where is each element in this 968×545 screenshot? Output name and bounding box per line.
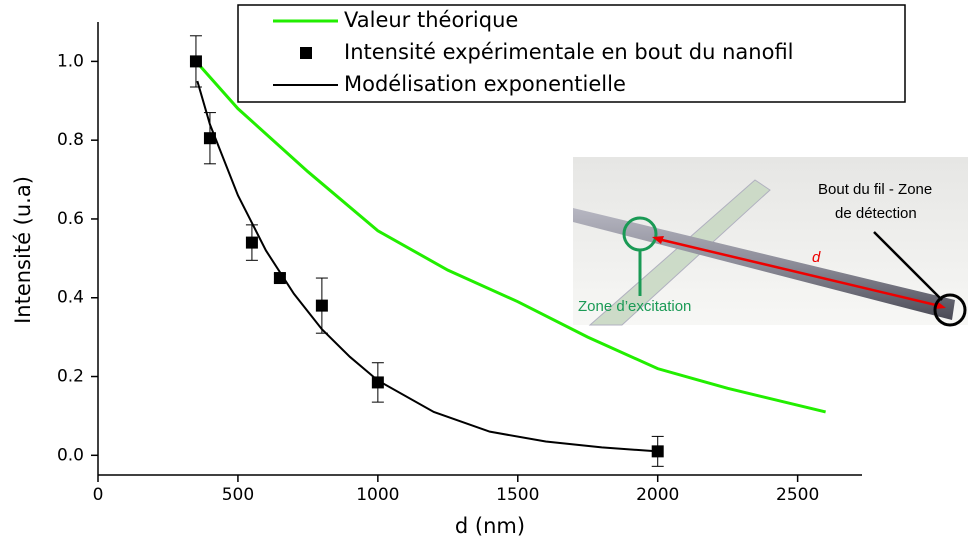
detection-circle [933,293,967,327]
x-axis-title: d (nm) [455,514,525,538]
y-tick-label: 0.8 [57,130,84,150]
x-tick-label: 2500 [776,485,819,505]
detection-label: de détection [835,205,917,222]
y-tick-label: 0.2 [57,367,84,387]
excitation-label: Zone d’excitation [578,298,691,315]
y-axis-title: Intensité (u.a) [11,176,35,324]
y-tick-label: 0.0 [57,445,84,465]
arrow-head [652,236,664,244]
data-line [196,80,658,453]
x-tick-label: 1000 [356,485,399,505]
detection-pointer [873,231,943,301]
x-tick-label: 500 [222,485,254,505]
marker [203,132,216,145]
legend-label: Modélisation exponentielle [344,72,626,96]
y-tick-label: 1.0 [57,51,84,71]
legend-box [237,4,906,103]
distance-label: d [812,249,821,266]
distance-arrow [657,237,941,308]
legend-swatch [300,47,312,59]
marker [315,299,328,312]
x-tick-label: 2000 [636,485,679,505]
marker [189,55,202,68]
x-tick-label: 1500 [496,485,539,505]
detection-label: Bout du fil - Zone [818,181,932,198]
marker [371,376,384,389]
inset-illustration: Bout du fil - Zone de détection d Zone d… [573,157,968,327]
excitation-fiber [588,179,771,326]
marker [245,236,258,249]
legend-label: Valeur théorique [344,8,518,32]
legend-label: Intensité expérimentale en bout du nanof… [344,40,794,64]
y-tick-label: 0.6 [57,209,84,229]
y-tick-label: 0.4 [57,288,84,308]
x-tick-label: 0 [93,485,104,505]
data-line [194,60,826,414]
